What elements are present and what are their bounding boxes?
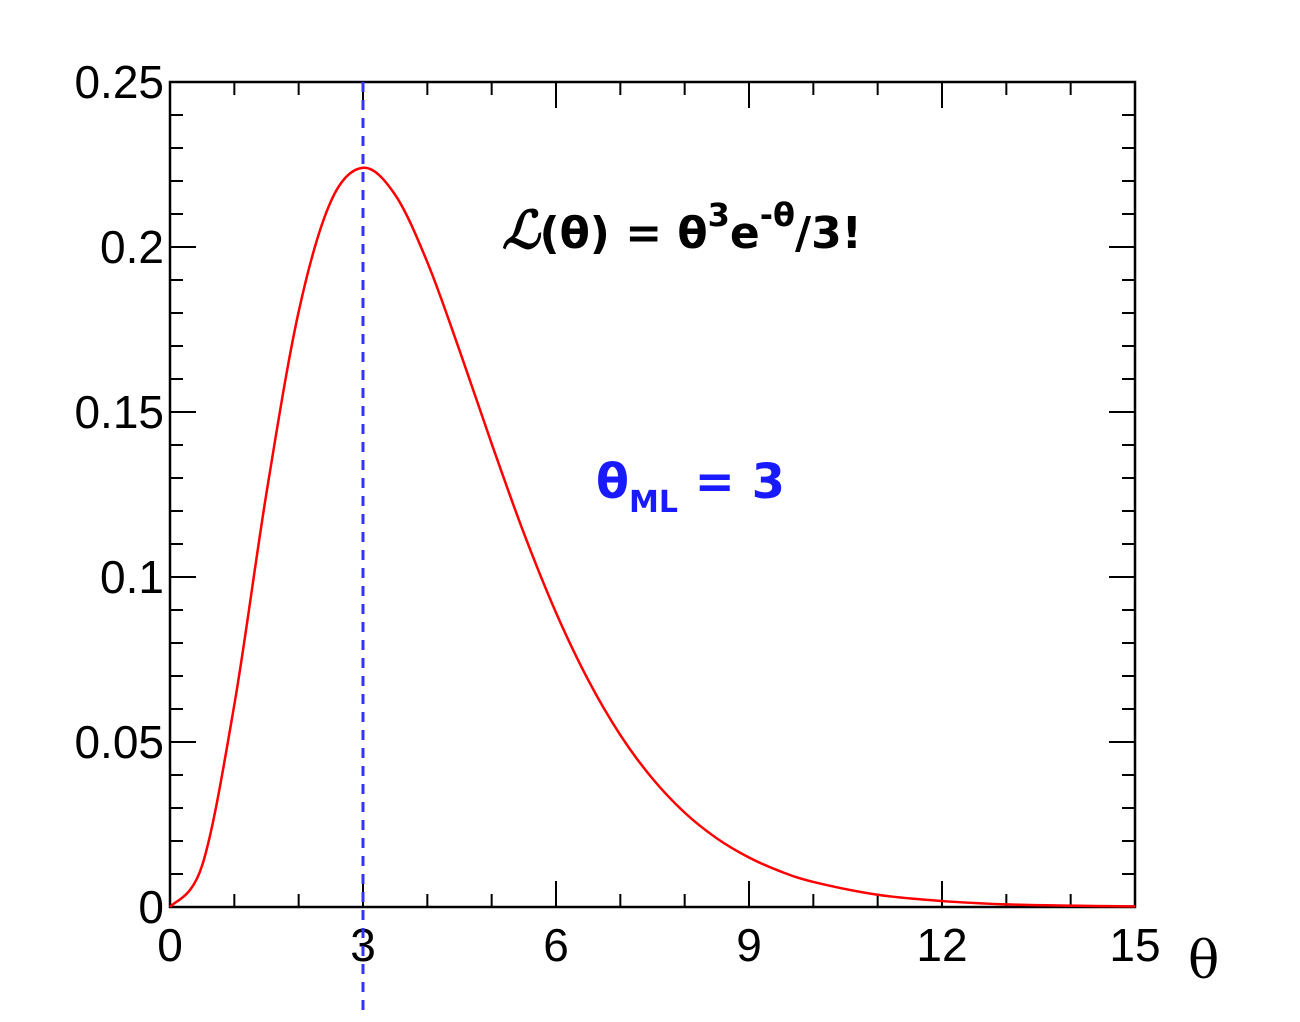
y-tick-label: 0.15 bbox=[74, 386, 164, 438]
x-tick-label: 12 bbox=[916, 919, 967, 971]
y-tick-labels: 0 0.05 0.1 0.15 0.2 0.25 bbox=[74, 56, 164, 933]
x-tick-label: 6 bbox=[543, 919, 569, 971]
ml-annotation: θML = 3 bbox=[596, 454, 785, 520]
x-tick-label: 9 bbox=[736, 919, 762, 971]
likelihood-formula: ℒ(θ) = θ3e-θ/3! bbox=[502, 196, 862, 261]
formula-right: /3! bbox=[795, 208, 862, 259]
x-axis-label: θ bbox=[1188, 931, 1219, 991]
y-tick-label: 0.1 bbox=[100, 551, 164, 603]
formula-mid: e bbox=[730, 208, 760, 259]
ml-subscript: ML bbox=[629, 485, 678, 520]
formula-left: (θ) = θ bbox=[539, 208, 707, 259]
y-tick-label: 0.25 bbox=[74, 56, 164, 108]
formula-exp1: 3 bbox=[708, 196, 730, 234]
x-tick-label: 0 bbox=[157, 919, 183, 971]
formula-script-l: ℒ bbox=[502, 200, 542, 261]
y-tick-label: 0.2 bbox=[100, 221, 164, 273]
y-tick-label: 0 bbox=[138, 881, 164, 933]
ml-theta: θ bbox=[596, 454, 629, 510]
x-tick-labels: 0 3 6 9 12 15 bbox=[157, 919, 1160, 971]
ml-equals: = 3 bbox=[678, 454, 785, 510]
plot-frame bbox=[168, 80, 1137, 909]
likelihood-curve bbox=[169, 166, 1136, 908]
formula-exp2: -θ bbox=[760, 196, 795, 234]
tick-marks bbox=[169, 81, 1136, 908]
x-tick-label: 3 bbox=[350, 919, 376, 971]
x-tick-label: 15 bbox=[1109, 919, 1160, 971]
y-tick-label: 0.05 bbox=[74, 716, 164, 768]
